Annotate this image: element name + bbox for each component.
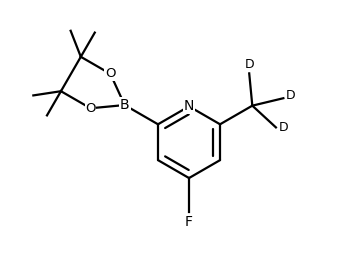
Text: B: B xyxy=(120,98,129,112)
Text: D: D xyxy=(278,121,288,134)
Text: O: O xyxy=(85,102,96,115)
Text: N: N xyxy=(184,99,194,113)
Text: D: D xyxy=(286,89,295,102)
Text: D: D xyxy=(244,58,254,71)
Text: F: F xyxy=(185,215,193,229)
Text: O: O xyxy=(105,67,116,80)
